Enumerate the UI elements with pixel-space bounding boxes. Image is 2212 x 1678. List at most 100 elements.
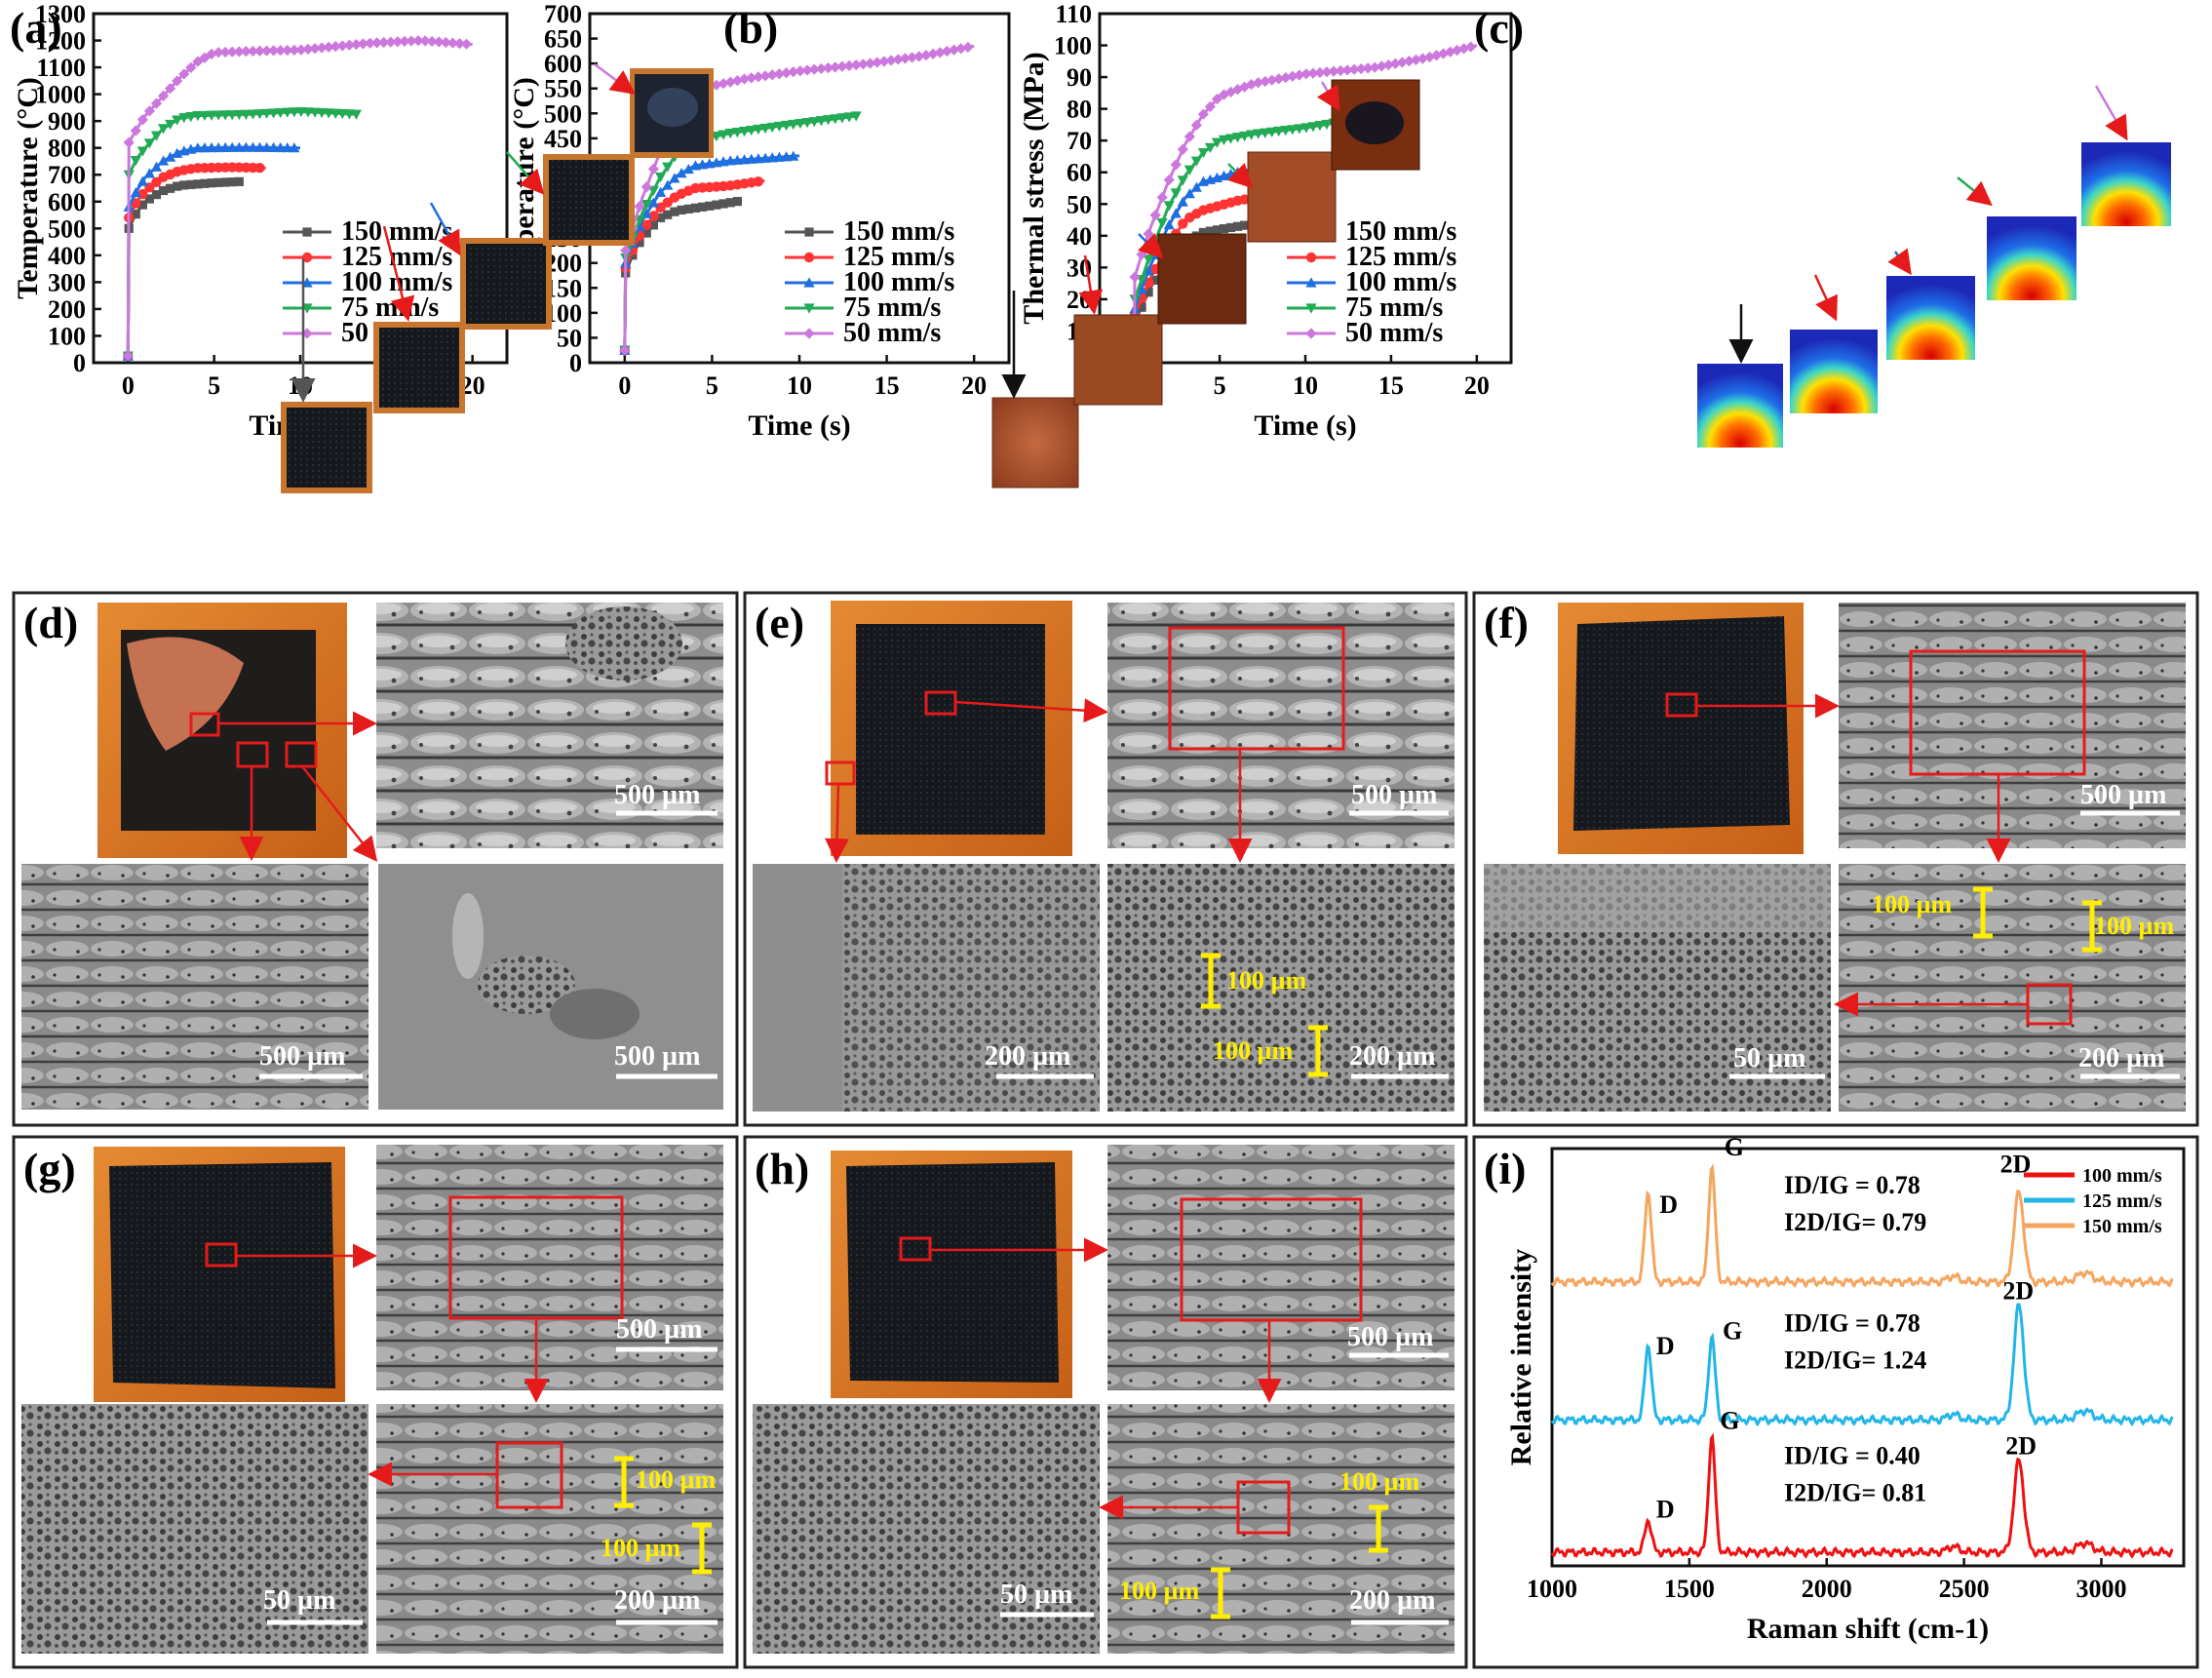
data-point: [143, 138, 156, 149]
data-point: [426, 35, 438, 48]
peak-label: G: [1723, 1317, 1742, 1346]
data-point: [635, 238, 644, 248]
data-point: [151, 190, 162, 200]
data-point: [1260, 128, 1271, 138]
sem-image-e-3: [1107, 864, 1455, 1112]
data-point: [254, 163, 265, 174]
y-tick-label: 500: [48, 215, 86, 243]
x-tick-label: 2000: [1802, 1575, 1852, 1603]
legend-label: 125 mm/s: [2082, 1190, 2162, 1212]
x-tick-label: 0: [122, 371, 135, 400]
data-point: [350, 38, 363, 51]
y-tick-label: 400: [48, 242, 86, 270]
panel-label-d: (d): [23, 598, 78, 647]
data-point: [1300, 68, 1312, 80]
legend-label: 150 mm/s: [843, 216, 954, 247]
y-tick-label: 1100: [36, 54, 86, 82]
data-point: [955, 43, 967, 55]
scale-bar-label: 200 µm: [985, 1041, 1070, 1072]
data-point: [330, 41, 341, 53]
data-point: [746, 125, 757, 137]
data-point: [1190, 181, 1202, 192]
data-point: [1253, 77, 1264, 89]
data-point: [808, 117, 820, 128]
data-point: [316, 42, 328, 54]
data-point: [206, 141, 217, 153]
data-point: [122, 350, 134, 362]
legend-marker: [803, 277, 815, 288]
data-point: [1396, 57, 1408, 68]
data-point: [130, 155, 141, 167]
sem-image-d-2: [21, 864, 369, 1110]
legend-label: 150 mm/s: [341, 216, 452, 247]
data-point: [640, 200, 652, 211]
data-point: [850, 59, 862, 71]
data-point: [371, 37, 383, 49]
data-point: [323, 41, 334, 53]
data-point: [795, 65, 806, 77]
data-point: [1211, 137, 1223, 148]
y-tick-label: 60: [1067, 159, 1092, 187]
y-tick-label: 70: [1067, 127, 1092, 155]
data-point: [1253, 129, 1264, 139]
ratio-annotation: I2D/IG= 0.79: [1784, 1208, 1926, 1236]
legend-marker: [1305, 303, 1317, 314]
data-point: [712, 200, 721, 210]
panel-label-g: (g): [23, 1144, 76, 1193]
panel-label-f: (f): [1484, 598, 1529, 647]
legend-marker: [803, 303, 815, 314]
data-point: [157, 124, 170, 135]
data-point: [676, 168, 687, 178]
panel-label-c: (c): [1474, 3, 1524, 53]
y-axis-title: Temperature (°C): [12, 77, 44, 299]
sem-image-h-3: [1107, 1404, 1455, 1654]
data-point: [711, 79, 722, 91]
data-point: [240, 141, 252, 152]
data-point: [1403, 56, 1415, 67]
legend-label: 75 mm/s: [1345, 293, 1443, 323]
panel-label-a: (a): [10, 3, 62, 53]
y-tick-label: 800: [48, 135, 86, 163]
data-point: [1224, 134, 1237, 144]
data-point: [654, 172, 667, 183]
data-point: [759, 123, 771, 135]
panel-label-h: (h): [755, 1144, 809, 1193]
data-point: [634, 201, 645, 213]
data-point: [1321, 119, 1333, 131]
data-point: [941, 45, 952, 58]
data-point: [913, 51, 925, 62]
data-point: [157, 155, 170, 166]
data-point: [655, 213, 666, 222]
data-point: [406, 35, 417, 47]
y-tick-label: 450: [544, 125, 582, 153]
data-point: [1143, 265, 1154, 276]
x-tick-label: 10: [787, 371, 812, 400]
data-point: [1177, 176, 1188, 186]
data-point: [857, 59, 869, 70]
data-point: [173, 181, 182, 191]
data-point: [178, 113, 190, 124]
data-point: [1280, 71, 1292, 84]
data-point: [753, 71, 764, 83]
data-point: [1266, 127, 1278, 137]
data-point: [788, 150, 799, 161]
data-point: [185, 61, 197, 73]
sem-image-g-1: [376, 1145, 723, 1390]
x-tick-label: 20: [1464, 371, 1490, 400]
data-point: [131, 210, 140, 219]
data-point: [872, 57, 883, 68]
scale-bar-label: 500 µm: [614, 1041, 700, 1072]
data-point: [934, 47, 946, 59]
data-point: [1376, 60, 1387, 72]
data-point: [143, 168, 156, 178]
data-point: [746, 72, 757, 84]
data-point: [1389, 58, 1401, 69]
data-point: [1232, 221, 1243, 231]
data-point: [677, 205, 686, 215]
data-point: [648, 211, 659, 221]
data-point: [1335, 64, 1346, 77]
data-point: [808, 63, 820, 75]
sample-photos-b: [991, 79, 1420, 488]
x-tick-label: 20: [961, 371, 987, 400]
data-point: [357, 38, 369, 50]
